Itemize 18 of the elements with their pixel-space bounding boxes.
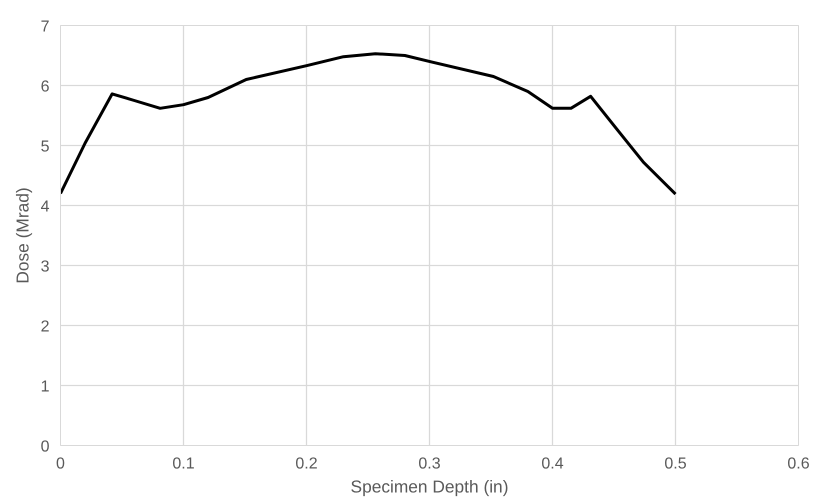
x-tick-label: 0.3 bbox=[418, 456, 441, 472]
x-axis-title: Specimen Depth (in) bbox=[350, 476, 508, 496]
line-series bbox=[60, 52, 677, 196]
y-axis-title: Dose (Mrad) bbox=[12, 187, 33, 284]
y-tick-label: 0 bbox=[40, 438, 50, 456]
x-tick-label: 0.6 bbox=[787, 456, 810, 472]
x-tick-label: 0 bbox=[56, 456, 66, 472]
y-tick-label: 5 bbox=[40, 138, 50, 156]
x-tick-label: 0.4 bbox=[541, 456, 564, 472]
x-tick-label: 0.2 bbox=[295, 456, 318, 472]
y-tick-label: 1 bbox=[40, 378, 50, 396]
y-tick-label: 3 bbox=[40, 258, 50, 276]
y-tick-label: 4 bbox=[40, 198, 50, 216]
x-tick-label: 0.1 bbox=[172, 456, 195, 472]
x-tick-label: 0.5 bbox=[664, 456, 687, 472]
y-tick-label: 6 bbox=[40, 78, 50, 96]
y-tick-label: 7 bbox=[40, 18, 50, 36]
y-tick-label: 2 bbox=[40, 318, 50, 336]
